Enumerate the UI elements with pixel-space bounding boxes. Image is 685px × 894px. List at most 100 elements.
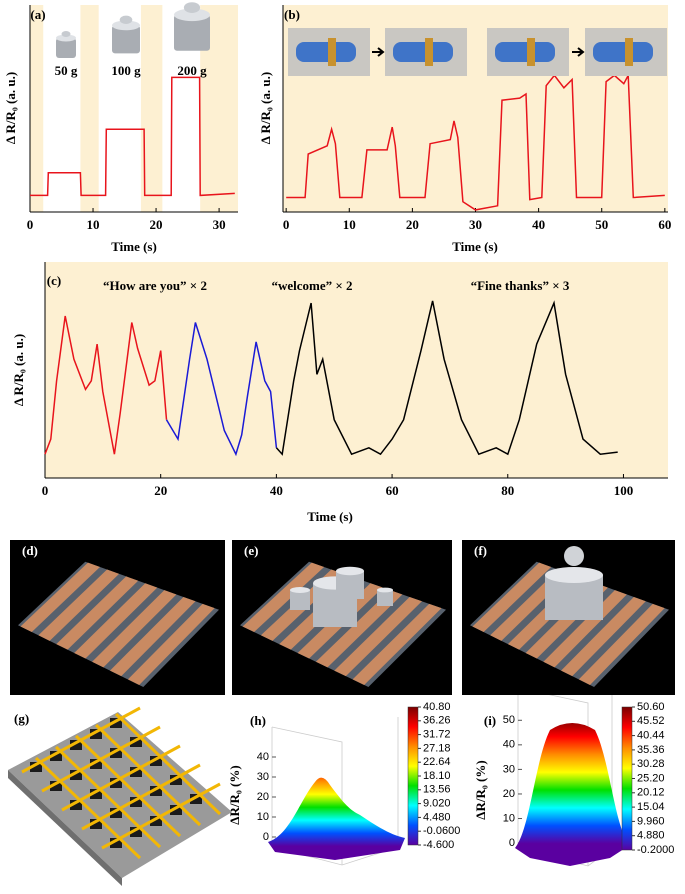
z-axis-label: ΔR/R₀ (%)	[227, 765, 242, 824]
sensor-block	[130, 767, 142, 777]
colorbar-tick-label: 20.12	[637, 787, 665, 799]
weight-top	[56, 34, 76, 42]
x-axis-label: Time (s)	[111, 239, 157, 254]
colorbar-tick-label: 40.80	[423, 701, 451, 713]
z-tick-label: 10	[257, 811, 269, 823]
y-axis-label: Δ R/R₀ (a. u.)	[258, 72, 273, 144]
x-tick-label: 0	[42, 483, 49, 498]
panel-label: (e)	[244, 543, 258, 558]
z-tick-label: 0	[263, 831, 269, 843]
x-tick-label: 40	[270, 483, 283, 498]
weight-body	[174, 14, 210, 51]
sensor-block	[170, 775, 182, 785]
sensor-block	[90, 819, 102, 829]
panel-label: (g)	[14, 711, 29, 726]
x-tick-label: 0	[283, 217, 290, 232]
weight-body	[56, 38, 76, 58]
copper-strip	[543, 590, 627, 668]
weight-body	[112, 25, 140, 54]
colorbar-tick-label: 18.10	[423, 770, 451, 782]
sensor-block	[30, 762, 42, 772]
z-tick-label: 20	[257, 791, 269, 803]
sensor-block	[150, 786, 162, 796]
plot-background	[45, 262, 668, 478]
copper-strip	[315, 590, 403, 668]
weight-top	[545, 567, 603, 583]
glove	[495, 42, 555, 62]
copper-strip	[127, 603, 215, 685]
x-tick-label: 100	[614, 483, 634, 498]
sensor-block	[70, 800, 82, 810]
sensor-band	[625, 38, 633, 66]
sensor-block	[110, 748, 122, 758]
panel-label: (a)	[30, 7, 45, 22]
colorbar-tick-label: 45.52	[637, 715, 665, 727]
data-line	[30, 76, 235, 197]
weight-body	[377, 590, 393, 606]
sensor-block	[90, 759, 102, 769]
copper-strip	[110, 596, 196, 677]
z-tick-label: 30	[257, 771, 269, 783]
copper-strip	[92, 590, 177, 668]
z-tick-label: 20	[503, 788, 515, 800]
panel-label: (c)	[47, 273, 61, 288]
weight-knob	[564, 546, 584, 566]
weight-knob	[183, 2, 201, 13]
sensor-block	[150, 816, 162, 826]
weight-knob	[119, 15, 133, 24]
colorbar-tick-label: 13.56	[423, 784, 451, 796]
sensor-block	[50, 781, 62, 791]
x-tick-label: 30	[213, 217, 226, 232]
z-tick-label: 10	[503, 812, 515, 824]
z-tick-label: 50	[503, 714, 515, 726]
sensor-block	[170, 805, 182, 815]
sensor-block	[90, 729, 102, 739]
sensor-block	[50, 751, 62, 761]
x-tick-label: 60	[658, 217, 671, 232]
electrode	[94, 723, 202, 827]
z-tick-label: 40	[503, 739, 515, 751]
sensor-block	[150, 756, 162, 766]
sensor-block	[90, 789, 102, 799]
colorbar-tick-label: 31.72	[423, 729, 451, 741]
sensor-block	[130, 797, 142, 807]
annotation: “How are you” × 2	[103, 278, 207, 293]
x-axis-label: Time (s)	[307, 509, 353, 524]
copper-strip	[38, 569, 120, 641]
weight-body	[336, 571, 364, 599]
data-line	[44, 315, 168, 455]
annotation: 200 g	[177, 63, 207, 78]
copper-strip	[472, 562, 552, 633]
sensor-band	[425, 38, 433, 66]
colorbar-tick-label: 50.60	[637, 701, 665, 713]
colorbar-tick-label: 22.64	[423, 756, 451, 768]
x-tick-label: 10	[87, 217, 100, 232]
surface	[268, 777, 405, 860]
colorbar-tick-label: 4.480	[423, 811, 451, 823]
colorbar-tick-label: 4.880	[637, 830, 665, 842]
x-tick-label: 80	[501, 483, 514, 498]
sensor-band	[527, 38, 535, 66]
annotation: 50 g	[55, 63, 78, 78]
x-tick-label: 40	[532, 217, 545, 232]
data-line	[165, 322, 278, 457]
arrow	[572, 47, 585, 57]
z-axis-label: ΔR/R₀ (%)	[473, 760, 488, 819]
z-tick-label: 40	[257, 751, 269, 763]
x-tick-label: 20	[150, 217, 163, 232]
weight-top	[377, 587, 393, 593]
colorbar-tick-label: -0.2000	[637, 844, 674, 856]
sensor-block	[110, 718, 122, 728]
glove	[593, 42, 653, 62]
electrode	[34, 756, 142, 860]
copper-strip	[242, 562, 325, 633]
weight-top	[112, 20, 140, 31]
colorbar	[407, 706, 419, 846]
colorbar-tick-label: -4.600	[423, 839, 454, 851]
copper-strip	[56, 576, 139, 650]
annotation: “welcome” × 2	[271, 278, 352, 293]
x-tick-label: 60	[386, 483, 399, 498]
x-tick-label: 20	[154, 483, 167, 498]
